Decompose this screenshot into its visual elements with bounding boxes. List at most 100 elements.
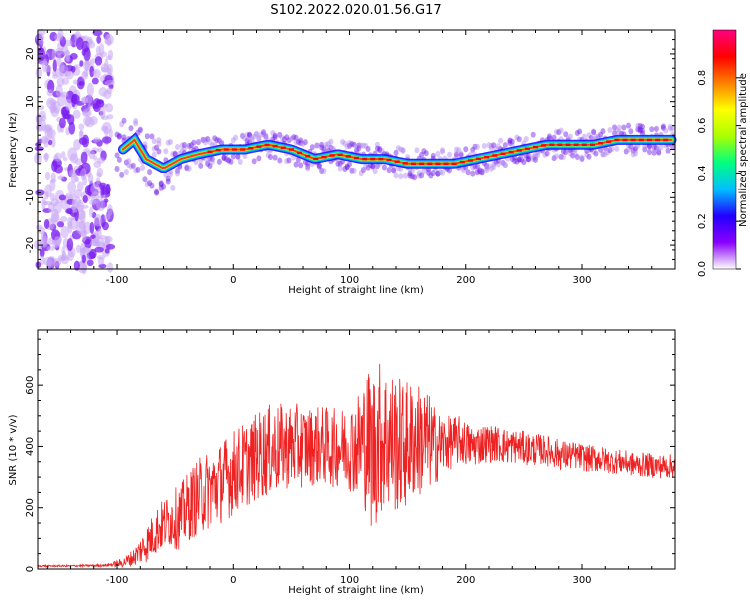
spectrogram-halo-blob [598, 131, 604, 138]
spectrogram-ytick-label: 10 [25, 95, 36, 108]
spectrogram-halo-blob [144, 181, 150, 188]
spectrogram-halo-blob [526, 156, 532, 163]
spectrogram-noise-blob [72, 109, 81, 119]
spectrogram-halo-blob [249, 136, 255, 143]
spectrogram-noise-blob [58, 117, 66, 129]
spectrogram-halo-blob [600, 151, 606, 158]
spectrogram-noise-blob [38, 39, 45, 45]
spectrogram-noise-blob [67, 216, 73, 229]
spectrogram-halo-blob [251, 158, 257, 165]
spectrogram-halo-blob [481, 143, 487, 150]
spectrogram-noise-blob [43, 218, 50, 229]
spectrogram-halo-blob [623, 148, 629, 155]
spectrogram-noise-blob [86, 82, 94, 97]
spectrogram-xtick-label: 200 [456, 275, 475, 286]
spectrogram-noise-blob [44, 152, 49, 163]
spectrogram-halo-blob [512, 158, 518, 165]
spectrogram-noise-blob [59, 215, 68, 222]
spectrogram-halo-blob [377, 147, 383, 154]
spectrogram-halo-blob [526, 156, 532, 163]
spectrogram-halo-blob [147, 180, 153, 187]
spectrogram-halo-blob [635, 126, 641, 133]
spectrogram-noise-blob [44, 191, 49, 200]
spectrogram-halo-blob [453, 153, 459, 160]
spectrogram-halo-blob [656, 147, 662, 154]
spectrogram-halo-blob [242, 135, 248, 142]
spectrogram-halo-blob [591, 128, 597, 135]
spectrogram-halo-blob [249, 134, 255, 141]
spectrogram-noise-blob [101, 221, 109, 231]
spectrogram-halo-blob [305, 165, 311, 172]
spectrogram-halo-blob [572, 150, 578, 157]
spectrogram-noise-blob [57, 175, 65, 180]
spectrogram-halo-blob [158, 180, 164, 187]
spectrogram-halo-blob [502, 162, 508, 169]
spectrogram-noise-blob [104, 125, 109, 137]
spectrogram-halo-blob [374, 141, 380, 148]
spectrogram-halo-blob [293, 139, 299, 146]
spectrogram-noise-blob [46, 97, 56, 110]
spectrogram-halo-blob [646, 148, 652, 155]
spectrogram-halo-blob [479, 168, 485, 175]
spectrogram-halo-blob [409, 173, 415, 180]
spectrogram-halo-blob [514, 134, 520, 141]
spectrogram-noise-blob [71, 96, 76, 108]
spectrogram-noise-blob [72, 79, 78, 85]
spectrogram-halo-blob [319, 144, 325, 151]
spectrogram-halo-blob [472, 163, 478, 170]
spectrogram-noise-blob [81, 71, 89, 80]
spectrogram-halo-blob [586, 153, 592, 160]
spectrogram-halo-blob [488, 165, 494, 172]
spectrogram-halo-blob [635, 122, 641, 129]
spectrogram-halo-blob [628, 128, 634, 135]
spectrogram-halo-blob [400, 147, 406, 154]
spectrogram-halo-blob [142, 176, 148, 183]
spectrogram-halo-blob [658, 144, 664, 151]
spectrogram-noise-blob [95, 100, 105, 108]
spectrogram-halo-blob [460, 167, 466, 174]
spectrogram-halo-blob [347, 140, 353, 147]
spectrogram-halo-blob [174, 167, 180, 174]
spectrogram-halo-blob [188, 145, 194, 152]
spectrogram-halo-blob [553, 153, 559, 160]
spectrogram-halo-blob [656, 149, 662, 156]
spectrogram-halo-blob [284, 158, 290, 165]
spectrogram-halo-blob [261, 131, 267, 138]
spectrogram-noise-blob [81, 254, 86, 264]
spectrogram-halo-blob [277, 157, 283, 164]
spectrogram-noise-blob [74, 176, 80, 182]
spectrogram-halo-blob [591, 129, 597, 136]
spectrogram-noise-blob [50, 172, 56, 182]
spectrogram-halo-blob [363, 162, 369, 169]
spectrogram-halo-blob [277, 131, 283, 138]
spectrogram-ytick-label: -20 [25, 237, 36, 253]
spectrogram-halo-blob [358, 170, 364, 177]
spectrogram-halo-blob [533, 154, 539, 161]
spectrogram-halo-blob [381, 164, 387, 171]
spectrogram-halo-blob [209, 156, 215, 163]
spectrogram-halo-blob [670, 125, 676, 132]
spectrogram-noise-blob [92, 29, 103, 37]
spectrogram-halo-blob [351, 167, 357, 174]
spectrogram-noise-blob [80, 151, 88, 164]
spectrogram-halo-blob [563, 131, 569, 138]
spectrogram-halo-blob [407, 172, 413, 179]
spectrogram-halo-blob [544, 150, 550, 157]
spectrogram-halo-blob [453, 146, 459, 153]
spectrogram-halo-blob [456, 147, 462, 154]
spectrogram-halo-blob [256, 155, 262, 162]
spectrogram-halo-blob [202, 139, 208, 146]
spectrogram-halo-blob [519, 156, 525, 163]
spectrogram-halo-blob [374, 163, 380, 170]
spectrogram-noise-blob [104, 79, 114, 86]
colorbar: 0.0 0.2 0.4 0.6 0.8 Normalized spectral ampl… [697, 29, 749, 277]
spectrogram-noise-blob [51, 136, 56, 148]
spectrogram-halo-blob [293, 134, 299, 141]
spectrogram-noise-blob [81, 110, 90, 116]
spectrogram-halo-blob [579, 154, 585, 161]
spectrogram-noise-blob [71, 198, 79, 213]
spectrogram-halo-blob [612, 130, 618, 137]
spectrogram-halo-blob [607, 147, 613, 154]
spectrogram-halo-blob [535, 151, 541, 158]
spectrogram-halo-blob [212, 135, 218, 142]
